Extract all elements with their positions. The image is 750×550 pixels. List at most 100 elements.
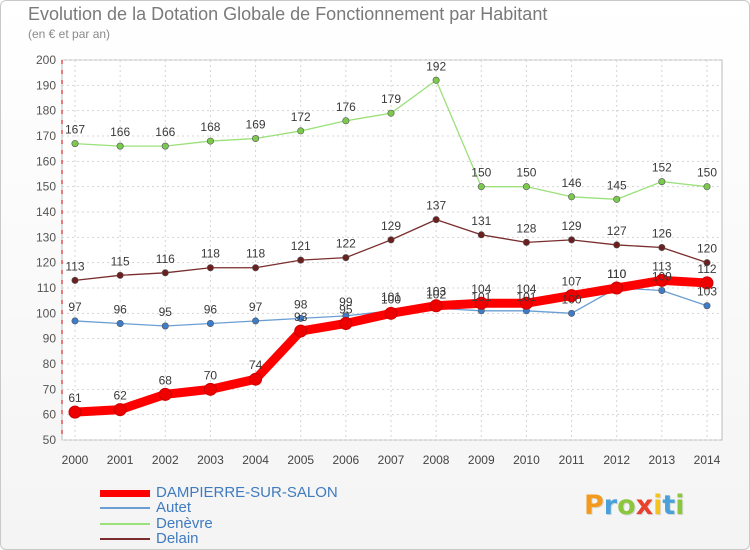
data-label-delain: 122: [336, 237, 356, 251]
y-tick-label: 100: [36, 306, 56, 320]
data-point-dampierre-sur-salon: [384, 306, 398, 320]
data-label-autet: 110: [607, 267, 626, 281]
logo-letter: i: [675, 490, 685, 521]
data-point-dampierre-sur-salon: [655, 273, 669, 287]
logo-letter: o: [617, 490, 636, 521]
x-tick-label: 2002: [152, 453, 179, 467]
x-tick-label: 2001: [107, 453, 134, 467]
data-point-den-vre: [477, 183, 485, 191]
data-label-den-vre: 167: [65, 123, 85, 137]
data-point-den-vre: [522, 183, 530, 191]
data-label-autet: 98: [294, 297, 308, 311]
data-label-den-vre: 166: [155, 125, 175, 139]
data-label-delain: 131: [471, 214, 491, 228]
legend-swatch-autet: [100, 507, 150, 509]
data-label-autet: 96: [113, 302, 127, 316]
data-label-den-vre: 150: [471, 166, 491, 180]
data-point-dampierre-sur-salon: [203, 382, 217, 396]
legend-item-dampierre[interactable]: DAMPIERRE-SUR-SALON: [100, 484, 360, 502]
legend-label-autet: Autet: [156, 499, 192, 516]
legend-item-denevre[interactable]: Denèvre: [100, 515, 360, 533]
data-point-autet: [71, 317, 79, 325]
data-point-dampierre-sur-salon: [339, 316, 353, 330]
x-tick-label: 2009: [468, 453, 495, 467]
legend-label-denevre: Denèvre: [156, 515, 213, 532]
legend-item-autet[interactable]: Autet: [100, 499, 360, 517]
data-point-delain: [568, 236, 576, 244]
data-label-autet: 101: [471, 290, 491, 304]
data-point-dampierre-sur-salon: [429, 299, 443, 313]
data-point-den-vre: [161, 142, 169, 150]
legend-swatch-denevre: [100, 523, 150, 525]
data-point-dampierre-sur-salon: [113, 403, 127, 417]
data-point-dampierre-sur-salon: [68, 405, 82, 419]
data-point-den-vre: [432, 76, 440, 84]
chart-subtitle: (en € et par an): [28, 27, 111, 41]
data-point-dampierre-sur-salon: [700, 276, 714, 290]
data-label-den-vre: 168: [200, 120, 220, 134]
x-tick-label: 2005: [287, 453, 314, 467]
data-point-autet: [116, 319, 124, 327]
data-label-delain: 120: [697, 242, 717, 256]
data-point-autet: [297, 314, 305, 322]
x-tick-label: 2014: [694, 453, 721, 467]
data-point-dampierre-sur-salon: [158, 387, 172, 401]
data-label-autet: 99: [339, 295, 353, 309]
data-point-delain: [161, 269, 169, 277]
x-tick-label: 2010: [513, 453, 540, 467]
legend-item-delain[interactable]: Delain: [100, 530, 360, 548]
y-tick-label: 90: [43, 332, 57, 346]
logo-letter: x: [635, 490, 654, 521]
data-point-autet: [703, 302, 711, 310]
data-label-dampierre-sur-salon: 110: [607, 267, 626, 281]
data-label-dampierre-sur-salon: 62: [113, 389, 127, 403]
data-label-dampierre-sur-salon: 70: [204, 368, 218, 382]
series: [68, 76, 714, 419]
data-label-dampierre-sur-salon: 104: [471, 282, 491, 296]
data-label-autet: 103: [697, 285, 717, 299]
data-point-delain: [703, 259, 711, 267]
y-tick-label: 180: [36, 104, 56, 118]
data-label-den-vre: 169: [246, 118, 266, 132]
x-tick-label: 2011: [559, 453, 585, 467]
data-point-delain: [658, 243, 666, 251]
data-label-dampierre-sur-salon: 74: [249, 358, 263, 372]
legend-label-delain: Delain: [156, 530, 199, 547]
x-tick-label: 2007: [378, 453, 405, 467]
data-label-delain: 118: [201, 247, 220, 261]
x-tick-label: 2012: [603, 453, 630, 467]
data-label-den-vre: 145: [607, 178, 627, 192]
data-label-den-vre: 146: [562, 176, 582, 190]
x-tick-label: 2003: [197, 453, 224, 467]
x-tick-label: 2006: [333, 453, 360, 467]
data-label-delain: 115: [111, 254, 130, 268]
data-point-dampierre-sur-salon: [474, 296, 488, 310]
data-label-dampierre-sur-salon: 107: [562, 275, 582, 289]
y-tick-label: 170: [36, 129, 56, 143]
data-point-autet: [206, 319, 214, 327]
data-label-delain: 128: [516, 221, 536, 235]
data-label-autet: 97: [68, 300, 82, 314]
y-tick-label: 140: [36, 205, 56, 219]
data-label-dampierre-sur-salon: 61: [68, 391, 82, 405]
logo-letter: r: [603, 490, 618, 521]
x-tick-label: 2013: [649, 453, 676, 467]
x-tick-label: 2004: [242, 453, 269, 467]
y-tick-label: 60: [43, 408, 57, 422]
legend-swatch-dampierre: [100, 490, 150, 497]
plot-area: [61, 59, 723, 441]
axes: 50 60 70 80 90 100 110 120 130 140 150 160 170 180 190…: [36, 53, 721, 467]
legend-label-dampierre: DAMPIERRE-SUR-SALON: [156, 484, 338, 501]
data-point-autet: [252, 317, 260, 325]
data-point-den-vre: [658, 178, 666, 186]
data-point-dampierre-sur-salon: [610, 281, 624, 295]
data-label-autet: 97: [249, 300, 263, 314]
data-label-dampierre-sur-salon: 68: [159, 373, 173, 387]
data-point-den-vre: [613, 195, 621, 203]
data-point-den-vre: [342, 117, 350, 125]
data-point-dampierre-sur-salon: [519, 296, 533, 310]
data-label-den-vre: 176: [336, 100, 356, 114]
data-label-autet: 101: [381, 290, 401, 304]
data-label-den-vre: 150: [697, 166, 717, 180]
